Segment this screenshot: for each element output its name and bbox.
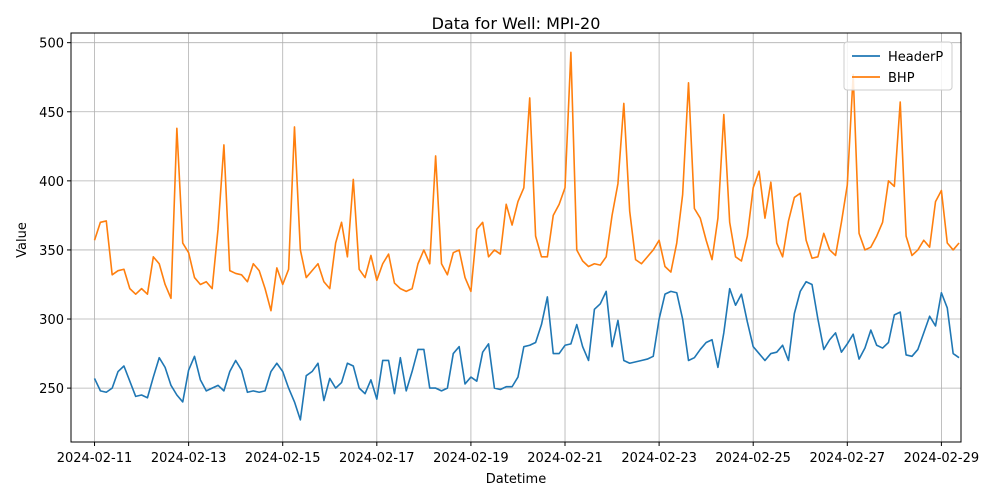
x-axis-title: Datetime xyxy=(486,472,546,487)
grid xyxy=(71,33,961,442)
plot-frame xyxy=(70,32,962,443)
y-axis-title: Value xyxy=(15,222,30,258)
y-axis: 250 300 350 400 450 500 xyxy=(39,37,71,397)
x-tick-label: 2024-02-11 xyxy=(57,451,133,466)
x-tick-label: 2024-02-23 xyxy=(621,451,697,466)
y-tick-label: 250 xyxy=(39,382,64,397)
y-tick-label: 450 xyxy=(39,106,64,121)
legend-label: HeaderP xyxy=(888,50,943,65)
legend-box xyxy=(843,41,953,91)
y-tick-label: 400 xyxy=(39,175,64,190)
series-layer xyxy=(93,51,960,421)
x-tick-label: 2024-02-15 xyxy=(245,451,321,466)
x-tick-label: 2024-02-27 xyxy=(810,451,886,466)
legend: HeaderP BHP xyxy=(843,41,953,91)
series-line-bhp xyxy=(93,51,960,312)
x-tick-label: 2024-02-25 xyxy=(715,451,791,466)
x-tick-label: 2024-02-19 xyxy=(433,451,509,466)
y-tick-label: 350 xyxy=(39,244,64,259)
chart-title: Data for Well: MPI-20 xyxy=(432,14,601,33)
legend-label: BHP xyxy=(888,71,915,86)
x-tick-label: 2024-02-17 xyxy=(339,451,415,466)
x-tick-label: 2024-02-29 xyxy=(904,451,980,466)
x-tick-label: 2024-02-13 xyxy=(151,451,227,466)
series-line-headerp xyxy=(93,280,960,421)
y-tick-label: 500 xyxy=(39,37,64,52)
x-tick-label: 2024-02-21 xyxy=(527,451,603,466)
y-tick-label: 300 xyxy=(39,313,64,328)
x-axis: 2024-02-11 2024-02-13 2024-02-15 2024-02-17… xyxy=(57,442,979,466)
